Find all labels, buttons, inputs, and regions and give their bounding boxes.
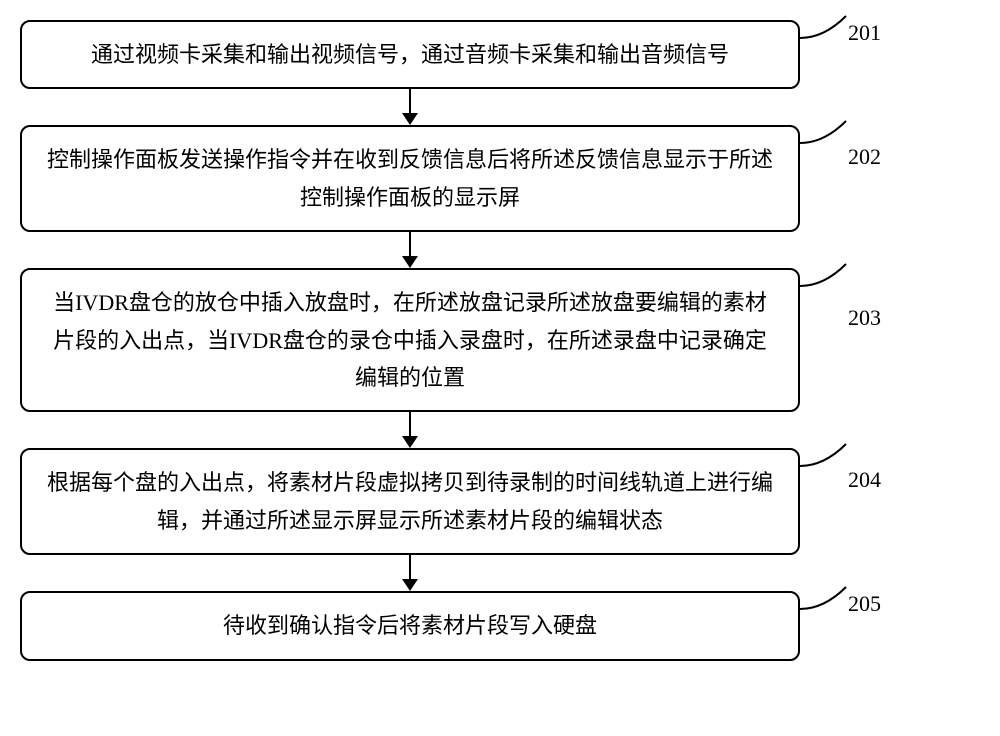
flowchart: 通过视频卡采集和输出视频信号，通过音频卡采集和输出音频信号 201 控制操作面板… bbox=[20, 20, 980, 661]
arrow-1 bbox=[20, 89, 800, 125]
step-box-5: 待收到确认指令后将素材片段写入硬盘 bbox=[20, 591, 800, 660]
step-num-5: 205 bbox=[848, 591, 881, 617]
arrow-2 bbox=[20, 232, 800, 268]
step-text-3: 当IVDR盘仓的放仓中插入放盘时，在所述放盘记录所述放盘要编辑的素材片段的入出点… bbox=[46, 284, 774, 396]
step-num-1: 201 bbox=[848, 20, 881, 46]
step-box-4: 根据每个盘的入出点，将素材片段虚拟拷贝到待录制的时间线轨道上进行编辑，并通过所述… bbox=[20, 448, 800, 555]
step-box-2: 控制操作面板发送操作指令并在收到反馈信息后将所述反馈信息显示于所述控制操作面板的… bbox=[20, 125, 800, 232]
arrow-3 bbox=[20, 412, 800, 448]
step-text-4: 根据每个盘的入出点，将素材片段虚拟拷贝到待录制的时间线轨道上进行编辑，并通过所述… bbox=[46, 464, 774, 539]
lead-line-3 bbox=[800, 262, 860, 290]
step-text-2: 控制操作面板发送操作指令并在收到反馈信息后将所述反馈信息显示于所述控制操作面板的… bbox=[46, 141, 774, 216]
step-num-3: 203 bbox=[848, 305, 881, 331]
step-row-1: 通过视频卡采集和输出视频信号，通过音频卡采集和输出音频信号 201 bbox=[20, 20, 980, 89]
step-text-1: 通过视频卡采集和输出视频信号，通过音频卡采集和输出音频信号 bbox=[46, 36, 774, 73]
arrow-4 bbox=[20, 555, 800, 591]
step-row-2: 控制操作面板发送操作指令并在收到反馈信息后将所述反馈信息显示于所述控制操作面板的… bbox=[20, 125, 980, 232]
step-text-5: 待收到确认指令后将素材片段写入硬盘 bbox=[46, 607, 774, 644]
step-row-3: 当IVDR盘仓的放仓中插入放盘时，在所述放盘记录所述放盘要编辑的素材片段的入出点… bbox=[20, 268, 980, 412]
step-num-4: 204 bbox=[848, 467, 881, 493]
step-box-3: 当IVDR盘仓的放仓中插入放盘时，在所述放盘记录所述放盘要编辑的素材片段的入出点… bbox=[20, 268, 800, 412]
step-num-2: 202 bbox=[848, 144, 881, 170]
step-row-5: 待收到确认指令后将素材片段写入硬盘 205 bbox=[20, 591, 980, 660]
step-row-4: 根据每个盘的入出点，将素材片段虚拟拷贝到待录制的时间线轨道上进行编辑，并通过所述… bbox=[20, 448, 980, 555]
step-box-1: 通过视频卡采集和输出视频信号，通过音频卡采集和输出音频信号 bbox=[20, 20, 800, 89]
